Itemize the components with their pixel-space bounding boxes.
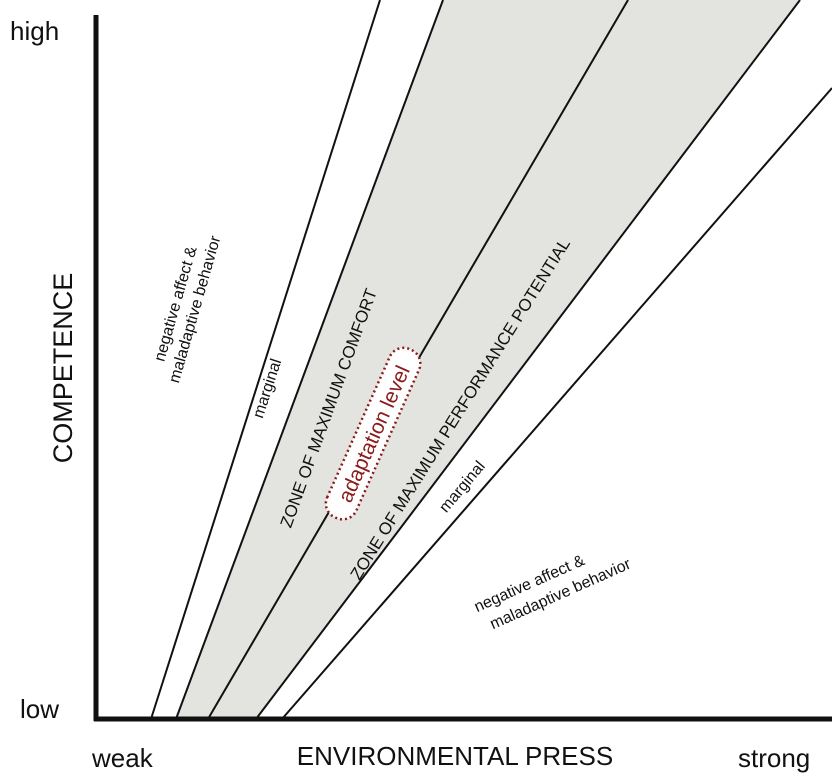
marginal-lower-boundary-line (281, 87, 832, 720)
comfort-zone-boundary-line (175, 0, 444, 720)
marginal-upper-boundary-line (150, 0, 381, 720)
performance-zone-boundary-line (255, 0, 801, 720)
x-axis-title: ENVIRONMENTAL PRESS (297, 741, 613, 771)
adaptation-level-outline (324, 346, 422, 521)
optimal-zone-shading (176, 0, 800, 719)
y-axis-title: COMPETENCE (48, 273, 78, 464)
y-axis-low-label: low (20, 694, 59, 724)
x-axis-weak-label: weak (91, 743, 154, 773)
x-axis-strong-label: strong (738, 743, 810, 773)
y-axis-high-label: high (10, 16, 59, 46)
